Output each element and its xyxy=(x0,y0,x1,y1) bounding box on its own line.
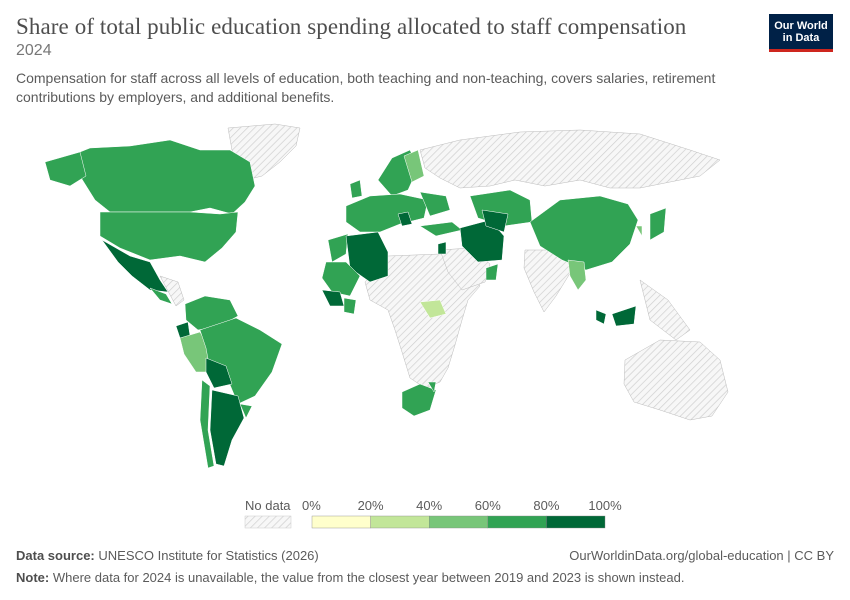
borneo[interactable] xyxy=(611,305,637,327)
central-america-nodata[interactable] xyxy=(159,275,185,307)
source-label: Data source: xyxy=(16,548,95,563)
mexico[interactable] xyxy=(101,239,169,293)
balkans[interactable] xyxy=(397,211,413,227)
western-europe[interactable] xyxy=(345,193,429,233)
turkey[interactable] xyxy=(419,221,463,237)
legend-tick-0: 0% xyxy=(302,498,321,513)
legend-no-data-label: No data xyxy=(245,498,291,513)
mauritania-mali[interactable] xyxy=(321,261,361,297)
japan[interactable] xyxy=(649,207,667,241)
legend-bin-2[interactable] xyxy=(429,515,489,529)
usa[interactable] xyxy=(99,211,239,263)
myanmar[interactable] xyxy=(567,259,587,291)
note-label: Note: xyxy=(16,570,50,585)
legend-tick-5: 100% xyxy=(588,498,622,513)
chart-year: 2024 xyxy=(16,42,52,59)
footer-note: Note: Where data for 2024 is unavailable… xyxy=(16,570,684,585)
argentina[interactable] xyxy=(209,389,245,467)
legend-bin-3[interactable] xyxy=(487,515,547,529)
legend-tick-2: 40% xyxy=(416,498,442,513)
morocco[interactable] xyxy=(327,233,349,263)
madagascar-region[interactable] xyxy=(427,381,437,393)
russia[interactable] xyxy=(419,129,721,189)
footer-url[interactable]: OurWorldinData.org/global-education | CC… xyxy=(569,548,834,563)
chart-subtitle: Compensation for staff across all levels… xyxy=(16,70,716,105)
pakistan-afghan[interactable] xyxy=(481,209,509,233)
legend-bin-0[interactable] xyxy=(311,515,371,529)
note-text: Where data for 2024 is unavailable, the … xyxy=(52,570,685,585)
southeast-asia-nodata[interactable] xyxy=(639,279,691,341)
legend-bin-4[interactable] xyxy=(546,515,606,529)
chart-title: Share of total public education spending… xyxy=(16,14,687,39)
china[interactable] xyxy=(529,195,639,271)
legend-tick-4: 80% xyxy=(533,498,559,513)
logo-line-1: Our World xyxy=(774,19,828,32)
chile[interactable] xyxy=(199,379,215,469)
legend-tick-1: 20% xyxy=(358,498,384,513)
south-africa[interactable] xyxy=(401,383,437,417)
australia[interactable] xyxy=(623,339,729,421)
alaska[interactable] xyxy=(44,151,87,187)
eastern-europe[interactable] xyxy=(419,191,451,217)
ghana-region[interactable] xyxy=(343,297,357,315)
legend-tick-3: 60% xyxy=(475,498,501,513)
source-text[interactable]: UNESCO Institute for Statistics (2026) xyxy=(98,548,319,563)
canada[interactable] xyxy=(59,139,256,215)
finland[interactable] xyxy=(403,149,425,183)
south-sudan[interactable] xyxy=(419,299,447,319)
logo-line-2: in Data xyxy=(782,31,820,44)
malaysia[interactable] xyxy=(595,309,607,325)
bolivia[interactable] xyxy=(205,357,233,389)
world-map xyxy=(44,123,729,469)
uk[interactable] xyxy=(349,179,363,199)
egypt[interactable] xyxy=(437,241,447,255)
legend-bin-1[interactable] xyxy=(370,515,430,529)
korea[interactable] xyxy=(635,225,643,237)
uruguay[interactable] xyxy=(239,403,253,419)
footer-source: Data source: UNESCO Institute for Statis… xyxy=(16,548,319,563)
oman[interactable] xyxy=(485,263,499,281)
legend-no-data-swatch[interactable] xyxy=(244,515,292,529)
central-america[interactable] xyxy=(149,287,173,305)
owid-logo[interactable]: Our World in Data xyxy=(769,14,833,52)
